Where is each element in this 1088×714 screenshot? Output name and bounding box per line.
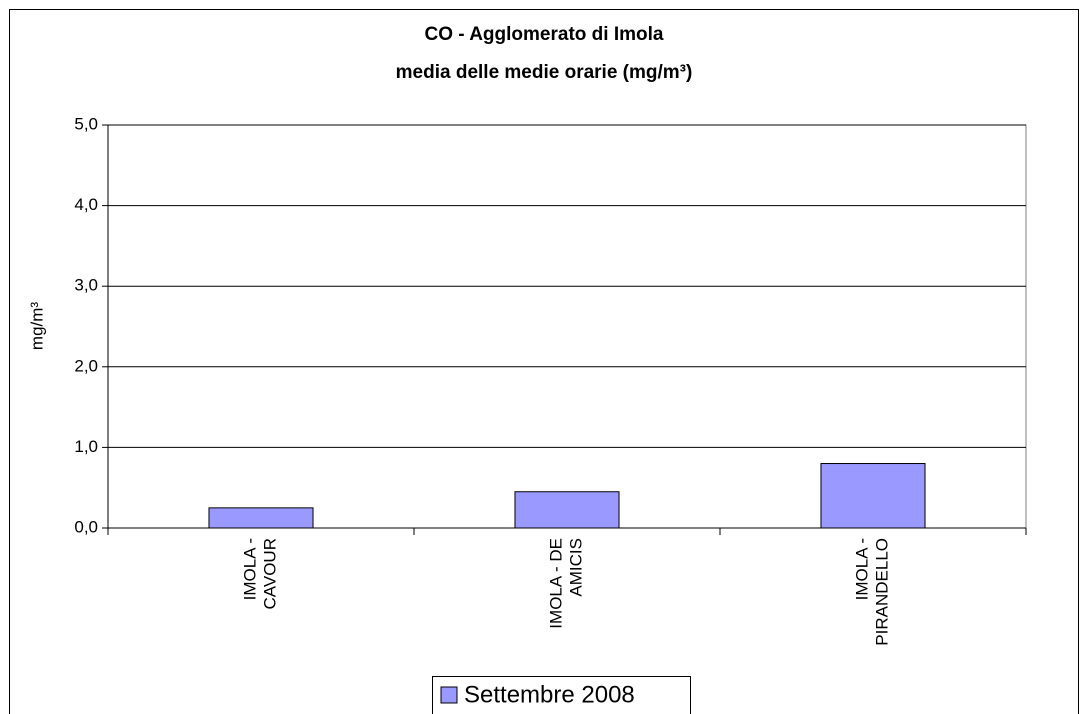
legend-swatch (440, 686, 458, 704)
x-tick-label: IMOLA - (852, 538, 871, 600)
x-tick-label: AMICIS (566, 538, 585, 597)
bar (514, 491, 620, 529)
y-tick-label: 0,0 (74, 517, 98, 536)
y-tick-label: 1,0 (74, 437, 98, 456)
y-axis-label: mg/m³ (27, 302, 46, 351)
x-tick-label: IMOLA - (240, 538, 259, 600)
bar (208, 507, 314, 529)
y-tick-label: 3,0 (74, 276, 98, 295)
y-tick-label: 4,0 (74, 195, 98, 214)
x-tick-label: IMOLA - DE (546, 538, 565, 629)
x-tick-label: CAVOUR (260, 538, 279, 609)
plot-area (107, 124, 1027, 529)
x-tick-label: PIRANDELLO (872, 538, 891, 646)
legend-box (432, 676, 691, 714)
chart-subtitle: media delle medie orarie (mg/m³) (396, 62, 693, 83)
y-tick-label: 2,0 (74, 356, 98, 375)
bar (820, 463, 926, 529)
chart-title: CO - Agglomerato di Imola (425, 24, 664, 45)
legend-label: Settembre 2008 (464, 681, 635, 708)
y-tick-label: 5,0 (74, 114, 98, 133)
